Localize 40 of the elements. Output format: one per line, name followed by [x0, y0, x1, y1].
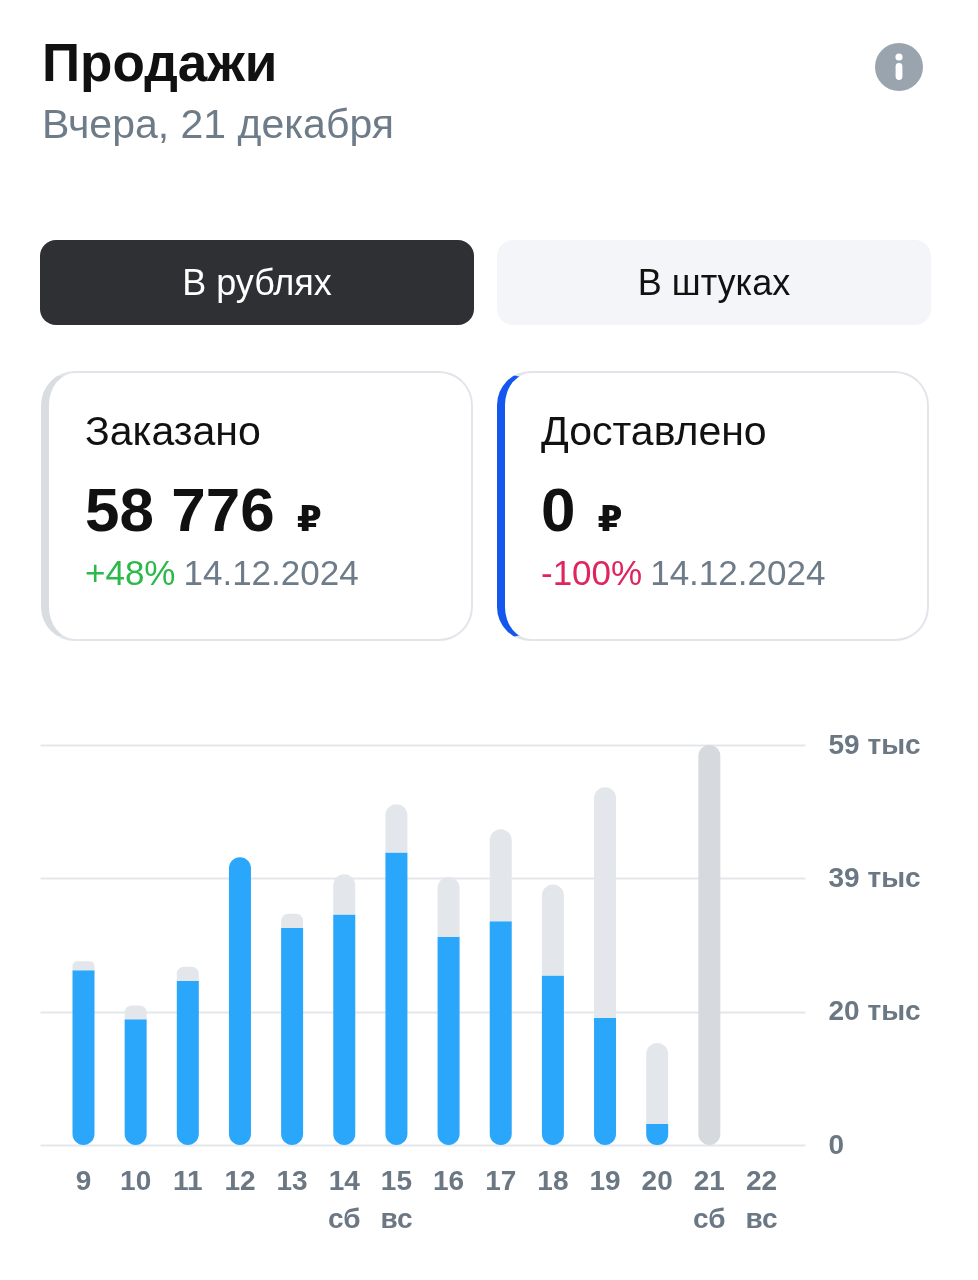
bar — [385, 852, 408, 1145]
x-tick-label: 20 — [641, 1164, 673, 1196]
bar — [281, 927, 304, 1145]
x-tick-label: 17 — [485, 1164, 517, 1196]
bar — [124, 1019, 147, 1145]
x-tick-label: 9 — [75, 1164, 92, 1196]
bar — [228, 857, 251, 1145]
x-tick-label: 15 вс — [380, 1164, 413, 1234]
x-tick-label: 19 — [589, 1164, 621, 1196]
x-tick-label: 16 — [433, 1164, 465, 1196]
x-tick-label: 18 — [537, 1164, 569, 1196]
chart-title: Продажи — [42, 33, 278, 92]
chart-subtitle: Вчера, 21 декабря — [42, 101, 394, 147]
bar — [333, 914, 356, 1145]
bar — [646, 1042, 669, 1124]
x-tick-label: 11 — [173, 1164, 203, 1196]
bar — [594, 1017, 617, 1145]
x-tick-label: 22 вс — [745, 1164, 778, 1234]
bar — [72, 961, 95, 971]
y-tick-label: 39 тыс — [828, 861, 921, 893]
bar — [541, 884, 564, 976]
bar — [437, 936, 460, 1145]
y-tick-label: 59 тыс — [828, 728, 921, 760]
x-tick-label: 14 сб — [328, 1164, 361, 1234]
x-tick-label: 12 — [224, 1164, 256, 1196]
y-tick-label: 0 — [828, 1128, 845, 1160]
x-tick-label: 21 сб — [693, 1164, 726, 1234]
summary-card: Доставлено 0 ₽ -100% 14.12.2024 — [497, 371, 929, 641]
tab-button: В рублях — [40, 240, 474, 325]
bar — [698, 745, 721, 1145]
bar — [541, 975, 564, 1145]
y-tick-label: 20 тыс — [828, 995, 921, 1027]
tab-button: В штуках — [497, 240, 931, 325]
x-tick-label: 13 — [276, 1164, 308, 1196]
bar — [176, 981, 199, 1145]
bar — [72, 970, 95, 1145]
summary-card: Заказано 58 776 ₽ +48% 14.12.2024 — [41, 371, 473, 641]
bar — [489, 921, 512, 1145]
bar — [385, 804, 408, 853]
x-tick-label: 10 — [120, 1164, 152, 1196]
